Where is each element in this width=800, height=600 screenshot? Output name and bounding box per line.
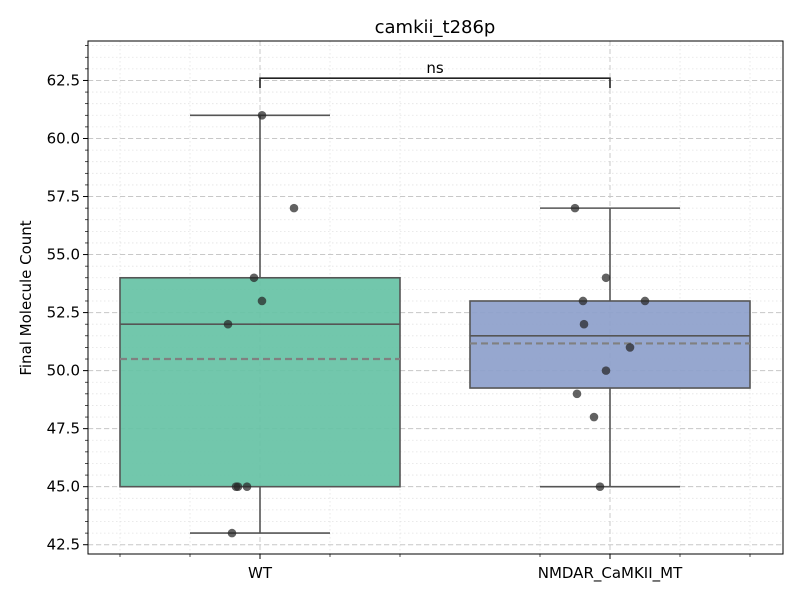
data-point [601, 366, 611, 375]
data-point [589, 412, 599, 422]
data-point [601, 273, 611, 283]
chart-title: camkii_t286p [375, 17, 496, 38]
significance-label: ns [426, 59, 444, 77]
y-tick-label: 45.0 [47, 478, 80, 496]
y-tick-label: 55.0 [47, 246, 80, 264]
data-point [578, 296, 588, 306]
y-axis-label: Final Molecule Count [17, 220, 35, 375]
y-tick-label: 52.5 [47, 304, 80, 322]
data-point [242, 482, 252, 491]
y-tick-label: 60.0 [47, 129, 80, 147]
y-tick-label: 42.5 [47, 536, 80, 554]
data-point [223, 319, 233, 329]
x-tick-label: NMDAR_CaMKII_MT [538, 564, 683, 583]
data-point [625, 343, 635, 352]
y-tick-label: 47.5 [47, 420, 80, 438]
y-tick-label: 50.0 [47, 362, 80, 380]
data-point [572, 389, 582, 399]
data-point [257, 110, 267, 120]
y-tick-label: 62.5 [47, 71, 80, 89]
data-points [223, 110, 650, 538]
plot-frame [87, 40, 784, 555]
significance-bracket [259, 77, 611, 89]
data-point [595, 482, 605, 491]
y-axis-ticks: 42.5 45.0 47.5 50.0 52.5 55.0 57.5 60.0 62.5 [47, 45, 88, 554]
y-tick-label: 57.5 [47, 188, 80, 206]
x-axis-ticks: WT NMDAR_CaMKII_MT [119, 554, 751, 583]
data-point [249, 273, 259, 283]
data-point [570, 203, 580, 213]
data-point [579, 319, 589, 329]
data-point [233, 482, 243, 491]
boxes [119, 114, 751, 534]
box-WT [119, 276, 401, 488]
x-tick-label: WT [248, 564, 273, 582]
data-point [257, 296, 267, 306]
data-point [227, 528, 237, 538]
data-point [640, 296, 650, 306]
significance-annotation: ns [259, 59, 611, 89]
data-point [289, 203, 299, 213]
